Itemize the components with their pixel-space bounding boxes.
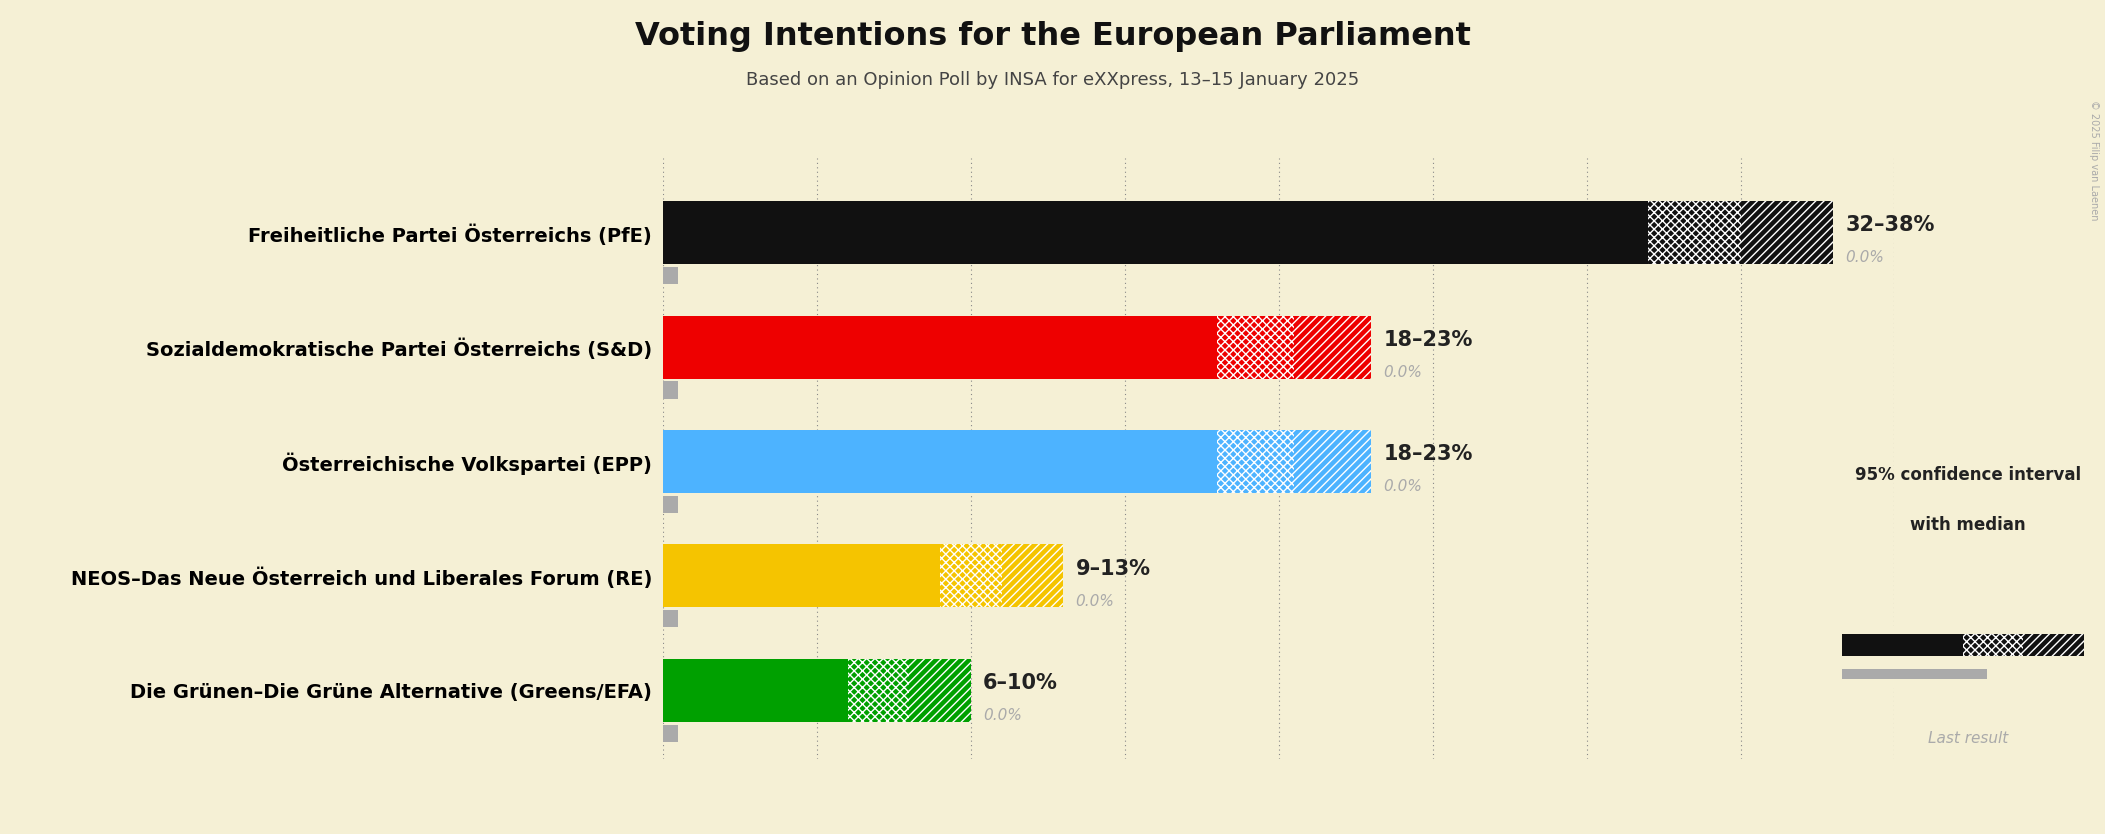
Text: 18–23%: 18–23% bbox=[1383, 445, 1474, 465]
Text: Based on an Opinion Poll by INSA for eXXpress, 13–15 January 2025: Based on an Opinion Poll by INSA for eXX… bbox=[745, 71, 1360, 89]
Bar bbox=[663, 725, 678, 741]
Bar bbox=[1217, 430, 1295, 493]
Text: Voting Intentions for the European Parliament: Voting Intentions for the European Parli… bbox=[634, 21, 1471, 52]
Bar bbox=[663, 610, 678, 627]
Bar bbox=[941, 545, 1002, 607]
Bar bbox=[909, 659, 970, 721]
Bar bbox=[1295, 316, 1370, 379]
Bar bbox=[848, 659, 909, 721]
Text: 9–13%: 9–13% bbox=[1076, 559, 1151, 579]
Text: 0.0%: 0.0% bbox=[1383, 480, 1423, 495]
Bar bbox=[1741, 201, 1833, 264]
Text: 0.0%: 0.0% bbox=[1076, 594, 1114, 609]
Bar bbox=[1842, 670, 1987, 679]
Bar bbox=[1741, 201, 1833, 264]
Text: with median: with median bbox=[1911, 515, 2025, 534]
Bar bbox=[1217, 430, 1295, 493]
Bar bbox=[1217, 316, 1295, 379]
Bar bbox=[909, 659, 970, 721]
Bar bbox=[663, 201, 1648, 264]
Bar bbox=[663, 496, 678, 513]
Bar bbox=[663, 430, 1217, 493]
Text: 0.0%: 0.0% bbox=[1846, 250, 1884, 265]
Bar bbox=[663, 545, 941, 607]
Bar bbox=[663, 381, 678, 399]
Bar bbox=[848, 659, 909, 721]
Text: 0.0%: 0.0% bbox=[1383, 364, 1423, 379]
Bar bbox=[1962, 635, 2023, 656]
Text: 95% confidence interval: 95% confidence interval bbox=[1855, 465, 2082, 484]
Bar bbox=[1002, 545, 1063, 607]
Bar bbox=[1842, 635, 1962, 656]
Bar bbox=[2023, 635, 2084, 656]
Bar bbox=[1295, 316, 1370, 379]
Bar bbox=[941, 545, 1002, 607]
Bar bbox=[2023, 635, 2084, 656]
Bar bbox=[1962, 635, 2023, 656]
Text: © 2025 Filip van Laenen: © 2025 Filip van Laenen bbox=[2088, 100, 2099, 220]
Text: 32–38%: 32–38% bbox=[1846, 215, 1934, 235]
Bar bbox=[1217, 316, 1295, 379]
Bar bbox=[1648, 201, 1741, 264]
Text: 0.0%: 0.0% bbox=[983, 708, 1023, 723]
Bar bbox=[663, 316, 1217, 379]
Text: 18–23%: 18–23% bbox=[1383, 329, 1474, 349]
Bar bbox=[1648, 201, 1741, 264]
Bar bbox=[663, 659, 848, 721]
Bar bbox=[1295, 430, 1370, 493]
Bar bbox=[663, 267, 678, 284]
Bar bbox=[1295, 430, 1370, 493]
Text: 6–10%: 6–10% bbox=[983, 673, 1059, 693]
Text: Last result: Last result bbox=[1928, 731, 2008, 746]
Bar bbox=[1002, 545, 1063, 607]
